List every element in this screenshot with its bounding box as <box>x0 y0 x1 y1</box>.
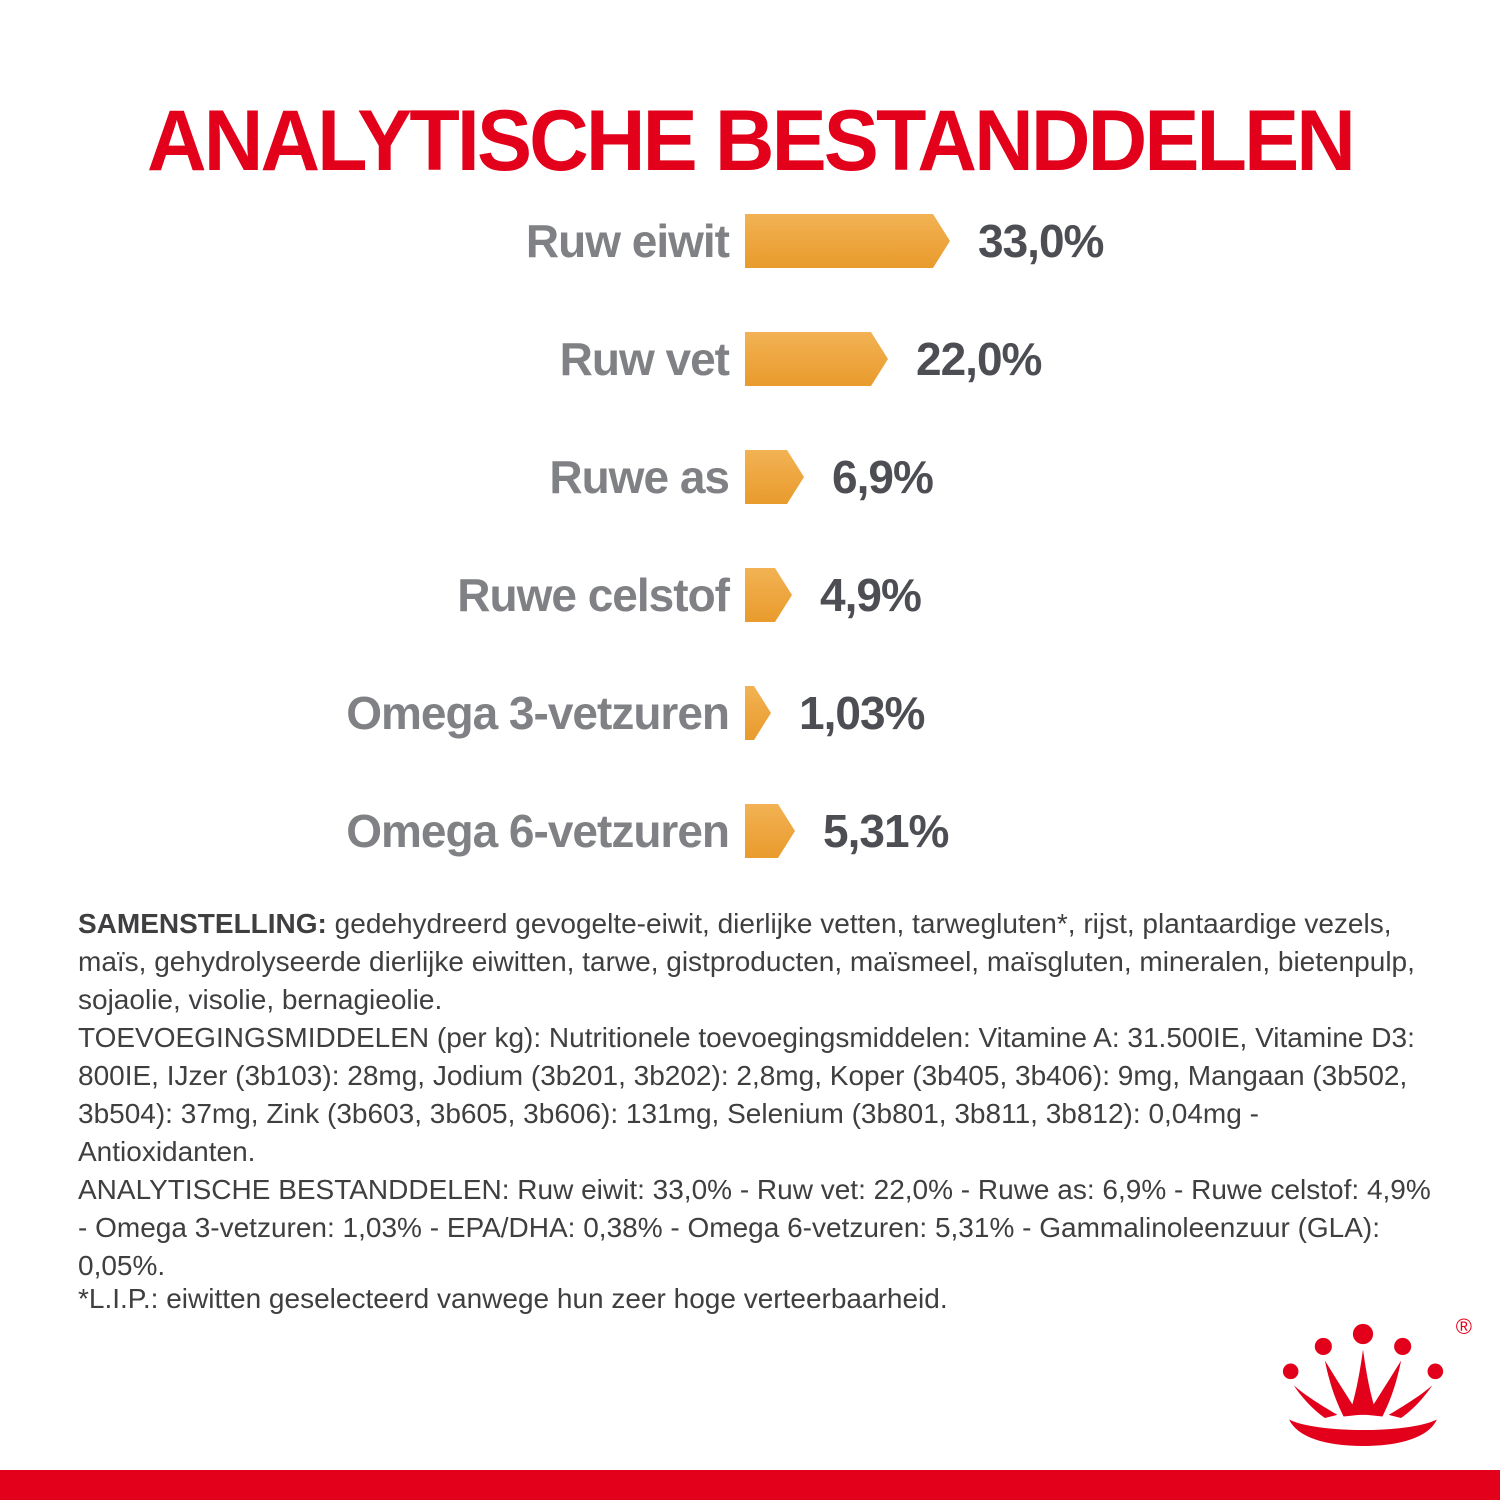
nutrient-value: 33,0% <box>978 215 1104 267</box>
royal-canin-crown-icon <box>1282 1323 1444 1446</box>
bottom-red-bar <box>0 1470 1500 1500</box>
chart-row: Ruwe celstof 4,9% <box>75 536 1425 654</box>
nutrient-label: Ruwe celstof <box>457 569 730 621</box>
nutrient-bar <box>745 686 771 740</box>
nutrient-value: 1,03% <box>799 687 925 739</box>
chart-row: Omega 6-vetzuren 5,31% <box>75 772 1425 890</box>
chart-row: Ruw vet 22,0% <box>75 300 1425 418</box>
composition-heading: SAMENSTELLING: <box>78 908 327 939</box>
nutrient-label: Ruw eiwit <box>525 215 730 267</box>
nutrient-value: 5,31% <box>823 805 949 857</box>
page-title: ANALYTISCHE BESTANDDELEN <box>146 92 1356 189</box>
nutrient-label: Ruwe as <box>549 451 730 503</box>
nutrient-bar <box>745 332 888 386</box>
nutrient-value: 4,9% <box>820 569 922 621</box>
composition-body: gedehydreerd gevogelte-eiwit, dierlijke … <box>78 908 1415 1015</box>
chart-row: Omega 3-vetzuren 1,03% <box>75 654 1425 772</box>
nutrient-label: Omega 3-vetzuren <box>346 687 730 739</box>
nutrient-bar <box>745 450 804 504</box>
royal-canin-logo: ® <box>1268 1314 1472 1460</box>
analytical-chart: Ruw eiwit 33,0% Ruw vet 22,0% Ruwe as 6,… <box>75 182 1425 890</box>
additives-paragraph: TOEVOEGINGSMIDDELEN (per kg): Nutritione… <box>78 1022 1415 1167</box>
nutrient-label: Omega 6-vetzuren <box>346 805 730 857</box>
nutrient-bar <box>745 214 950 268</box>
nutrient-value: 22,0% <box>916 333 1042 385</box>
nutrient-bar <box>745 568 792 622</box>
registered-trademark-symbol: ® <box>1455 1314 1472 1339</box>
nutrient-label: Ruw vet <box>559 333 730 385</box>
chart-row: Ruwe as 6,9% <box>75 418 1425 536</box>
analytical-paragraph: ANALYTISCHE BESTANDDELEN: Ruw eiwit: 33,… <box>78 1174 1431 1281</box>
composition-paragraph: SAMENSTELLING: gedehydreerd gevogelte-ei… <box>78 905 1432 1019</box>
lip-footnote: *L.I.P.: eiwitten geselecteerd vanwege h… <box>78 1283 948 1314</box>
ingredients-textblock: SAMENSTELLING: gedehydreerd gevogelte-ei… <box>78 905 1432 1285</box>
chart-row: Ruw eiwit 33,0% <box>75 182 1425 300</box>
nutrient-value: 6,9% <box>832 451 934 503</box>
nutrient-bar <box>745 804 795 858</box>
